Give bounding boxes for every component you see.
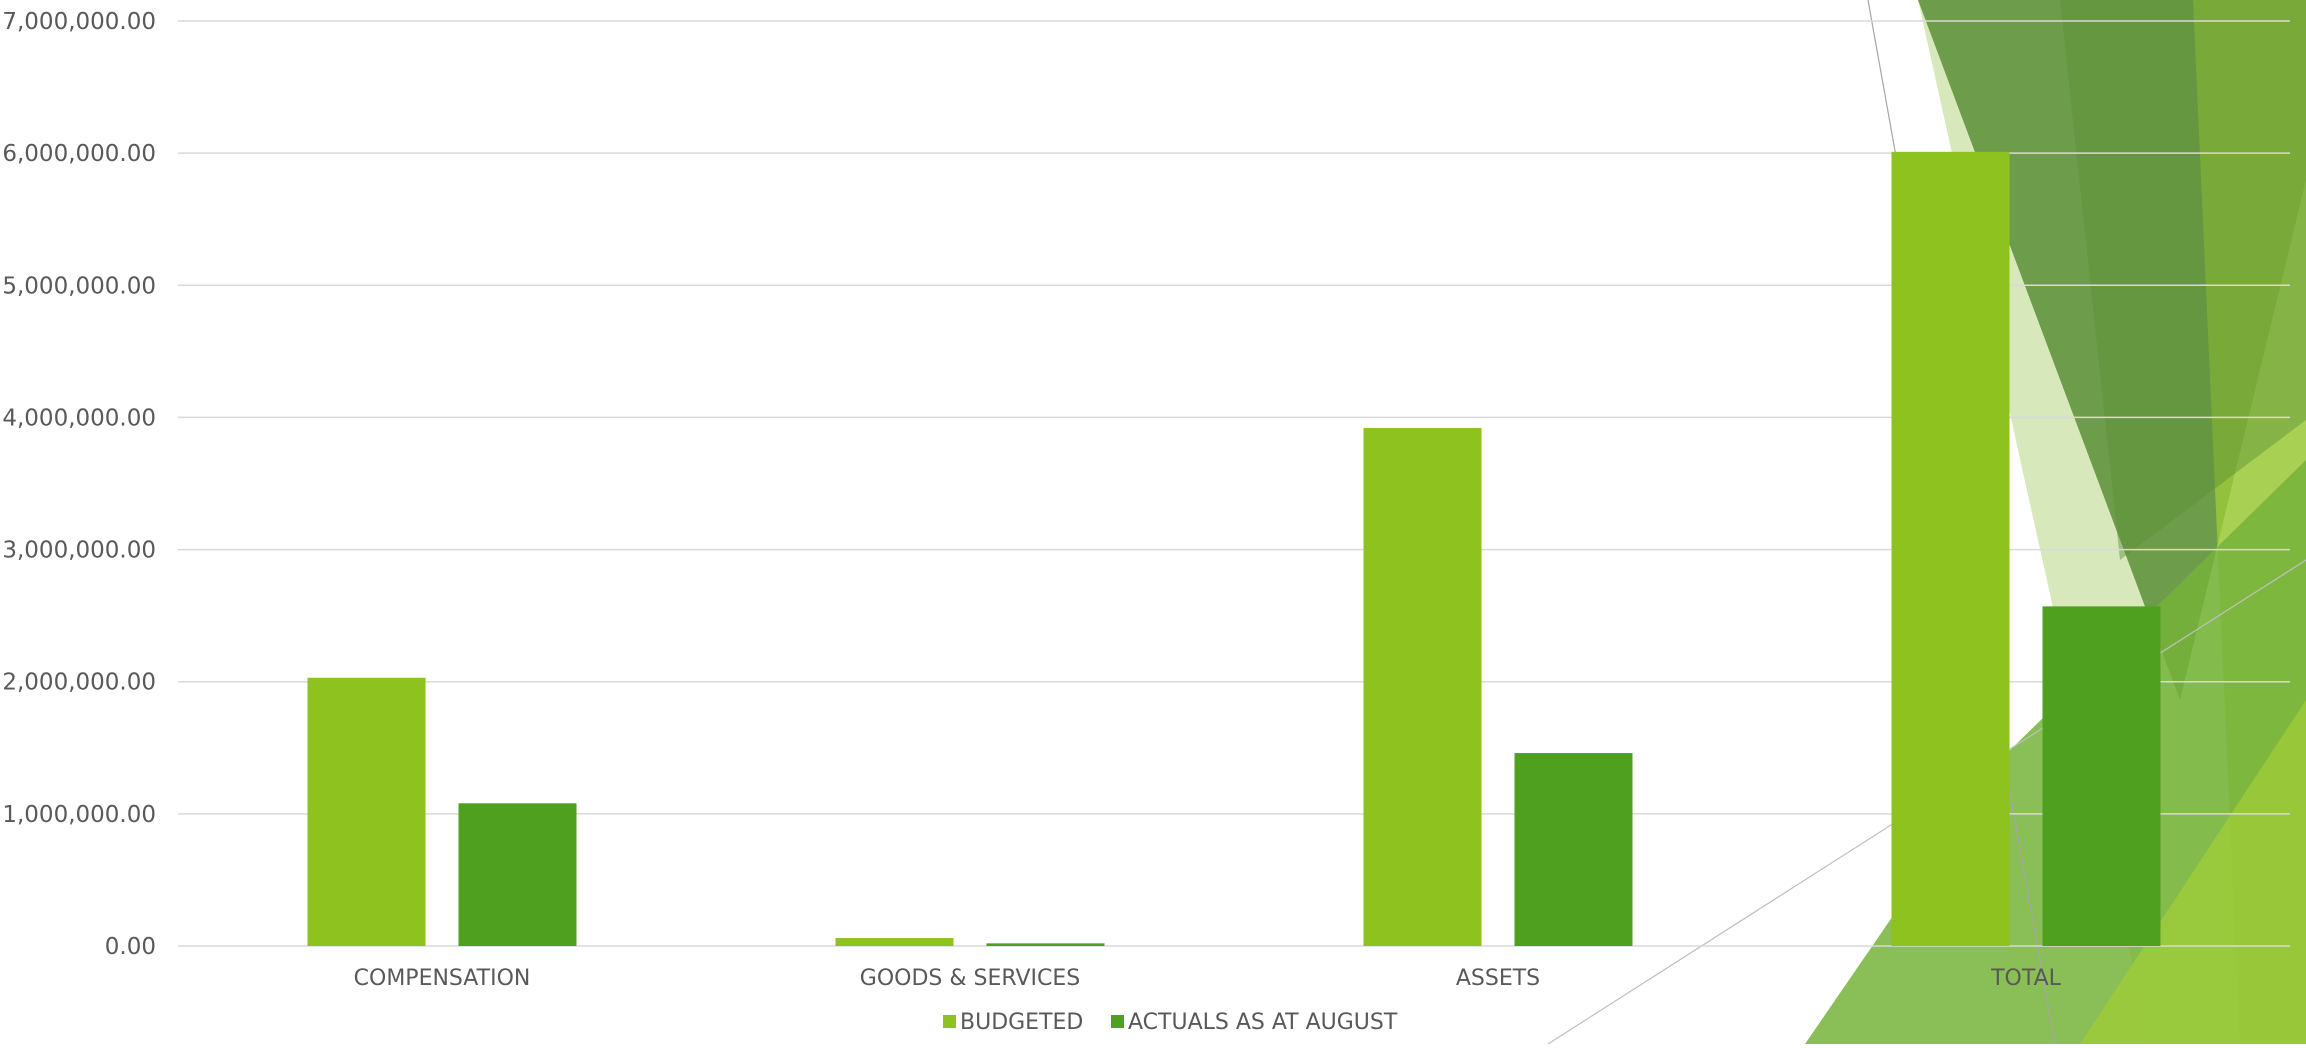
bar-budgeted-3 [1891, 151, 2010, 947]
bar-actuals-2 [1514, 753, 1633, 946]
y-tick-label: 5,000,000.00 [2, 273, 156, 299]
bar-actuals-1 [986, 943, 1105, 946]
x-tick-label: COMPENSATION [354, 966, 531, 991]
y-tick-label: 3,000,000.00 [2, 538, 156, 564]
y-tick-label: 6,000,000.00 [2, 141, 156, 167]
y-axis-tick-labels: 0.00 1,000,000.00 2,000,000.00 3,000,000.00… [2, 9, 156, 960]
legend-swatch [1111, 1015, 1124, 1028]
y-tick-label: 0.00 [105, 934, 156, 960]
bar-budgeted-0 [307, 677, 426, 946]
decor-shape-5 [2060, 0, 2306, 560]
x-tick-label: TOTAL [1990, 966, 2062, 991]
legend-label: ACTUALS AS AT AUGUST [1128, 1010, 1398, 1035]
legend: BUDGETED ACTUALS AS AT AUGUST [943, 1010, 1398, 1035]
bar-actuals-0 [458, 803, 577, 946]
x-tick-label: ASSETS [1456, 966, 1540, 991]
bar-budgeted-2 [1363, 428, 1482, 946]
bar-budgeted-1 [835, 938, 954, 946]
y-tick-label: 1,000,000.00 [2, 802, 156, 828]
decor-shape-4 [2080, 700, 2306, 1044]
y-tick-label: 7,000,000.00 [2, 9, 156, 35]
x-tick-label: GOODS & SERVICES [860, 966, 1080, 991]
bars [307, 151, 2161, 947]
legend-swatch [943, 1015, 956, 1028]
legend-label: BUDGETED [960, 1010, 1083, 1035]
y-tick-label: 4,000,000.00 [2, 405, 156, 431]
bar-actuals-3 [2042, 606, 2161, 946]
y-tick-label: 2,000,000.00 [2, 670, 156, 696]
x-axis-tick-labels: COMPENSATION GOODS & SERVICES ASSETS TOTAL [354, 966, 2062, 991]
